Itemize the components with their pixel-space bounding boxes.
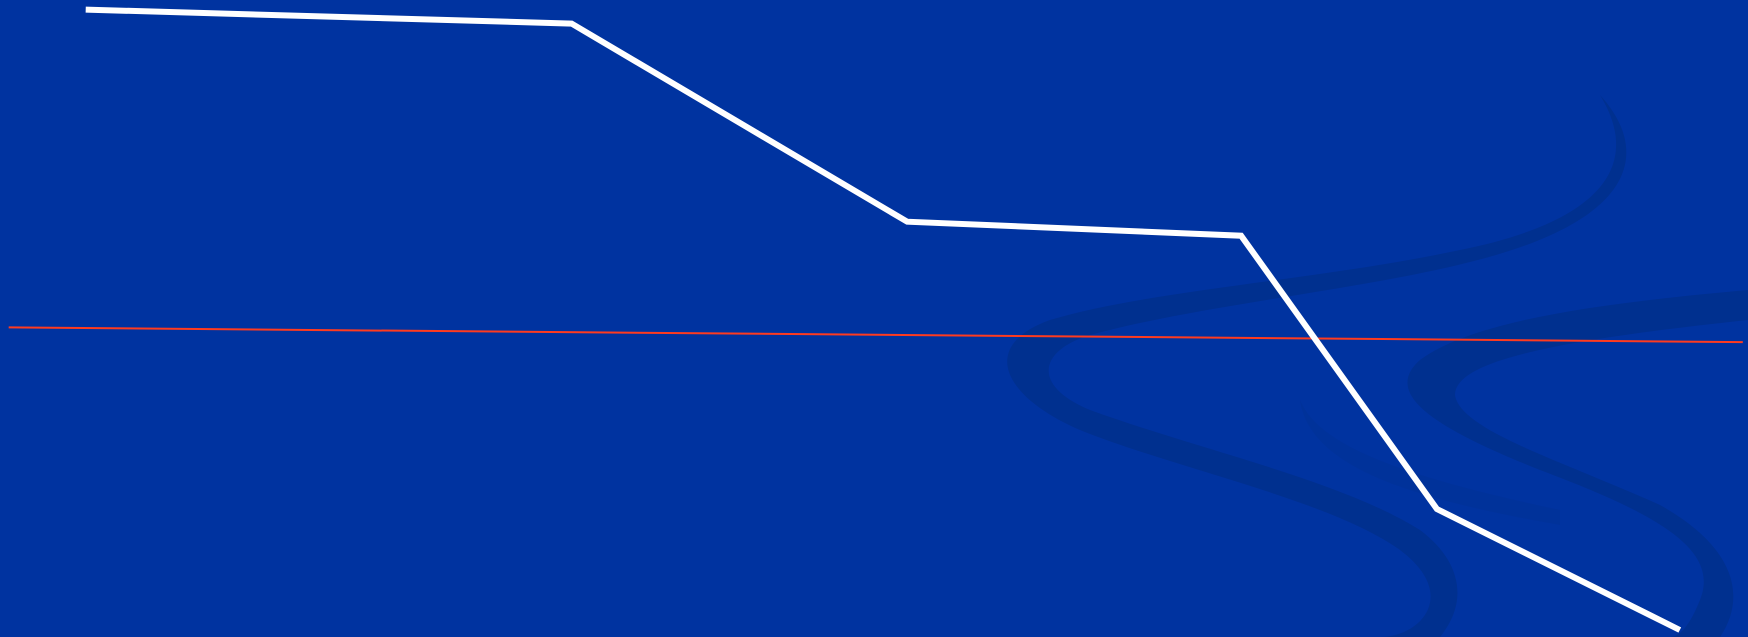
reference-line — [8, 326, 1743, 344]
main-series-line — [85, 6, 1682, 633]
swirl-ribbon-right — [1407, 290, 1748, 637]
series-layer — [8, 6, 1743, 633]
background-swirl-decoration — [1007, 95, 1748, 637]
swirl-ribbon-faint — [1300, 400, 1560, 525]
